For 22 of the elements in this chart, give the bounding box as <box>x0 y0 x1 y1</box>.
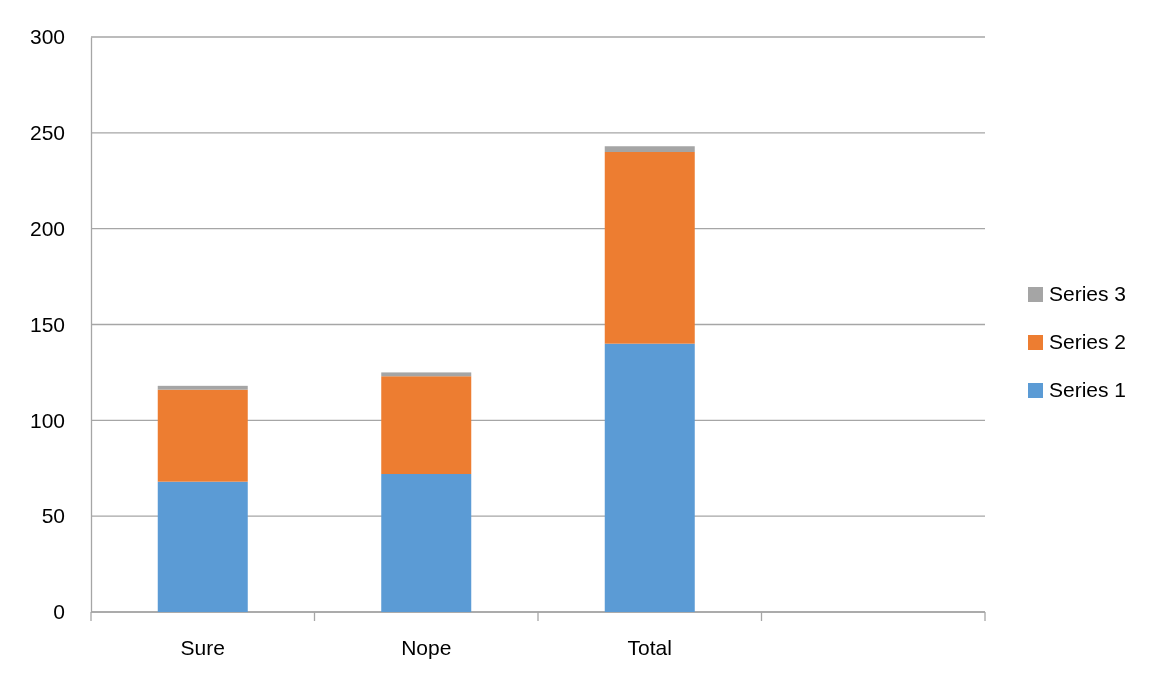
bar <box>157 385 248 390</box>
y-tick-label: 150 <box>29 312 65 336</box>
x-tick-label: Nope <box>401 636 452 659</box>
y-tick-label: 200 <box>29 216 65 240</box>
x-tick-label: Sure <box>180 636 225 659</box>
bar <box>604 343 695 612</box>
bar <box>604 152 695 344</box>
y-tick-label: 50 <box>41 504 65 528</box>
bar <box>157 481 248 612</box>
y-tick-label: 100 <box>29 408 65 432</box>
y-tick-label: 300 <box>29 25 65 49</box>
bar <box>157 389 248 482</box>
y-tick-label: 0 <box>53 600 65 624</box>
legend-label: Series 1 <box>1049 378 1127 401</box>
bar <box>381 376 472 474</box>
legend-label: Series 3 <box>1049 282 1127 305</box>
x-tick-label: Total <box>627 636 672 659</box>
legend-label: Series 2 <box>1049 330 1127 353</box>
bar <box>604 146 695 152</box>
bar <box>381 474 472 612</box>
y-tick-label: 250 <box>29 121 65 145</box>
bar <box>381 372 472 377</box>
